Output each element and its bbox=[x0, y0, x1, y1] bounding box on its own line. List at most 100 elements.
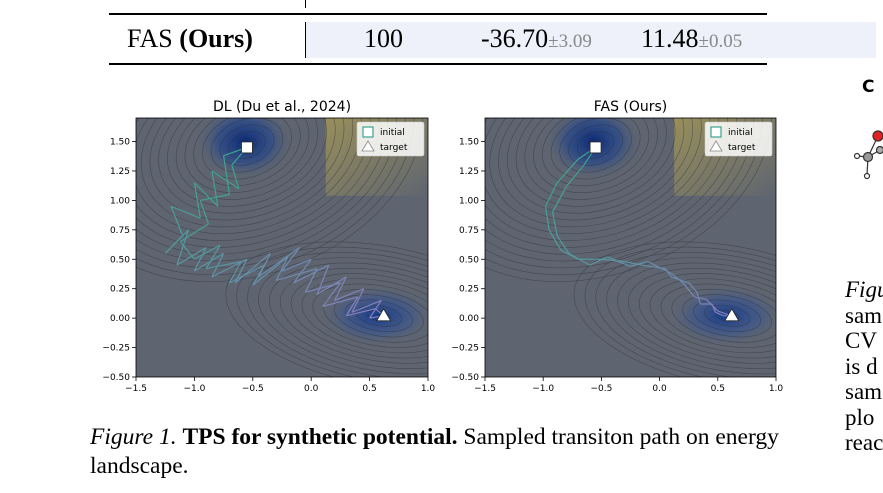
path-segment bbox=[551, 185, 568, 213]
contour-line bbox=[498, 118, 693, 221]
table-col2-cell: -36.70±3.09 bbox=[481, 24, 592, 54]
legend-initial-label: initial bbox=[728, 128, 753, 138]
y-tick-label: 0.25 bbox=[459, 285, 479, 295]
plot-frame bbox=[484, 117, 777, 378]
path-segment bbox=[199, 200, 209, 225]
target-marker bbox=[375, 307, 392, 322]
contour-line bbox=[175, 118, 319, 200]
contour-line bbox=[541, 118, 650, 187]
path-segment bbox=[560, 249, 579, 260]
legend-target-label: target bbox=[728, 143, 756, 153]
basin-target bbox=[319, 284, 428, 347]
table-col3-cell: 11.48±0.05 bbox=[641, 24, 742, 54]
contour-line bbox=[202, 118, 292, 180]
contour-line bbox=[573, 241, 776, 377]
path-segment bbox=[164, 229, 189, 254]
contour-line bbox=[595, 252, 776, 377]
y-tick-label: 0.25 bbox=[110, 285, 130, 295]
table-method-cell: FAS (Ours) bbox=[127, 24, 253, 54]
contour-line bbox=[550, 118, 641, 180]
initial-marker bbox=[589, 141, 602, 154]
molecule-icon bbox=[853, 130, 883, 180]
contour-line bbox=[210, 118, 284, 173]
contour-line bbox=[193, 118, 301, 187]
contour-line bbox=[584, 246, 776, 377]
contour-line bbox=[279, 267, 428, 364]
plot-legend: initial target bbox=[704, 121, 773, 157]
contour-line bbox=[258, 257, 428, 375]
contour-line bbox=[638, 273, 776, 359]
method-name: FAS bbox=[127, 24, 173, 53]
table-rule-mid bbox=[109, 13, 767, 15]
contour-line bbox=[268, 262, 428, 369]
x-tick-label: 1.0 bbox=[769, 384, 784, 394]
y-tick-label: −0.50 bbox=[102, 373, 130, 383]
contour-line bbox=[236, 246, 428, 377]
path-segment bbox=[193, 182, 201, 219]
path-segment bbox=[275, 268, 318, 282]
contour-line bbox=[485, 118, 711, 235]
path-segment bbox=[252, 256, 289, 286]
table-column-separator bbox=[305, 0, 306, 8]
path-segment bbox=[223, 155, 231, 195]
contour-line bbox=[136, 118, 406, 269]
path-segment bbox=[670, 272, 684, 284]
path-segment bbox=[322, 282, 341, 307]
contour-line bbox=[568, 124, 623, 166]
figure-caption: Figure 1. TPS for synthetic potential. S… bbox=[90, 423, 810, 481]
transition-paths bbox=[164, 146, 385, 319]
path-segment bbox=[694, 296, 707, 300]
path-segment bbox=[601, 258, 625, 263]
contour-line bbox=[158, 118, 336, 214]
path-segment bbox=[688, 282, 698, 293]
landscape-background bbox=[485, 118, 776, 377]
contour-line bbox=[485, 118, 728, 248]
x-tick-label: −1.5 bbox=[125, 384, 147, 394]
path-segment bbox=[334, 288, 364, 302]
target-marker bbox=[724, 307, 740, 322]
contour-line bbox=[524, 118, 667, 200]
x-tick-label: 0.0 bbox=[652, 384, 667, 394]
contour-line bbox=[533, 118, 658, 193]
path-segment bbox=[322, 296, 359, 307]
contour-line bbox=[290, 273, 428, 359]
path-segment bbox=[211, 170, 240, 190]
contour-line bbox=[682, 294, 772, 338]
path-segment bbox=[211, 170, 219, 207]
caption-label: Figure 1. bbox=[90, 424, 177, 450]
path-segment bbox=[234, 252, 271, 284]
path-segment bbox=[194, 252, 224, 272]
path-segment bbox=[211, 253, 225, 278]
col3-pm: ±0.05 bbox=[698, 31, 743, 52]
contour-line bbox=[149, 118, 345, 221]
y-tick-label: −0.25 bbox=[451, 344, 479, 354]
contour-line bbox=[184, 118, 310, 193]
contour-line bbox=[693, 299, 761, 332]
path-segment bbox=[205, 244, 221, 269]
x-tick-label: −0.5 bbox=[590, 384, 612, 394]
side-caption-line: sam bbox=[845, 379, 883, 404]
contour-line bbox=[515, 118, 676, 207]
plot-fas: FAS (Ours) −1.5 −1.0 −0.5 0.0 0.5 1.0 −0.50 −0.2… bbox=[451, 99, 784, 394]
caption-title: TPS for synthetic potential. bbox=[182, 424, 458, 450]
contour-line bbox=[136, 118, 380, 248]
panel-c-label: C bbox=[862, 77, 874, 97]
path-segment bbox=[544, 182, 558, 207]
contour-line bbox=[312, 283, 428, 348]
x-tick-label: 0.0 bbox=[304, 384, 319, 394]
y-tick-label: 1.25 bbox=[110, 167, 130, 177]
path-segment bbox=[293, 258, 312, 284]
contour-line bbox=[660, 283, 776, 348]
col2-pm: ±3.09 bbox=[548, 31, 592, 52]
contour-line bbox=[649, 278, 776, 354]
path-segment bbox=[589, 256, 608, 266]
contour-line bbox=[225, 241, 428, 377]
contour-line bbox=[485, 118, 746, 262]
table-column-separator bbox=[305, 22, 306, 58]
contour-line bbox=[485, 118, 720, 241]
path-segment bbox=[551, 212, 558, 236]
path-segment bbox=[715, 311, 724, 317]
path-segment bbox=[305, 282, 341, 293]
x-tick-label: −0.5 bbox=[242, 384, 264, 394]
legend-target-label: target bbox=[380, 143, 408, 153]
